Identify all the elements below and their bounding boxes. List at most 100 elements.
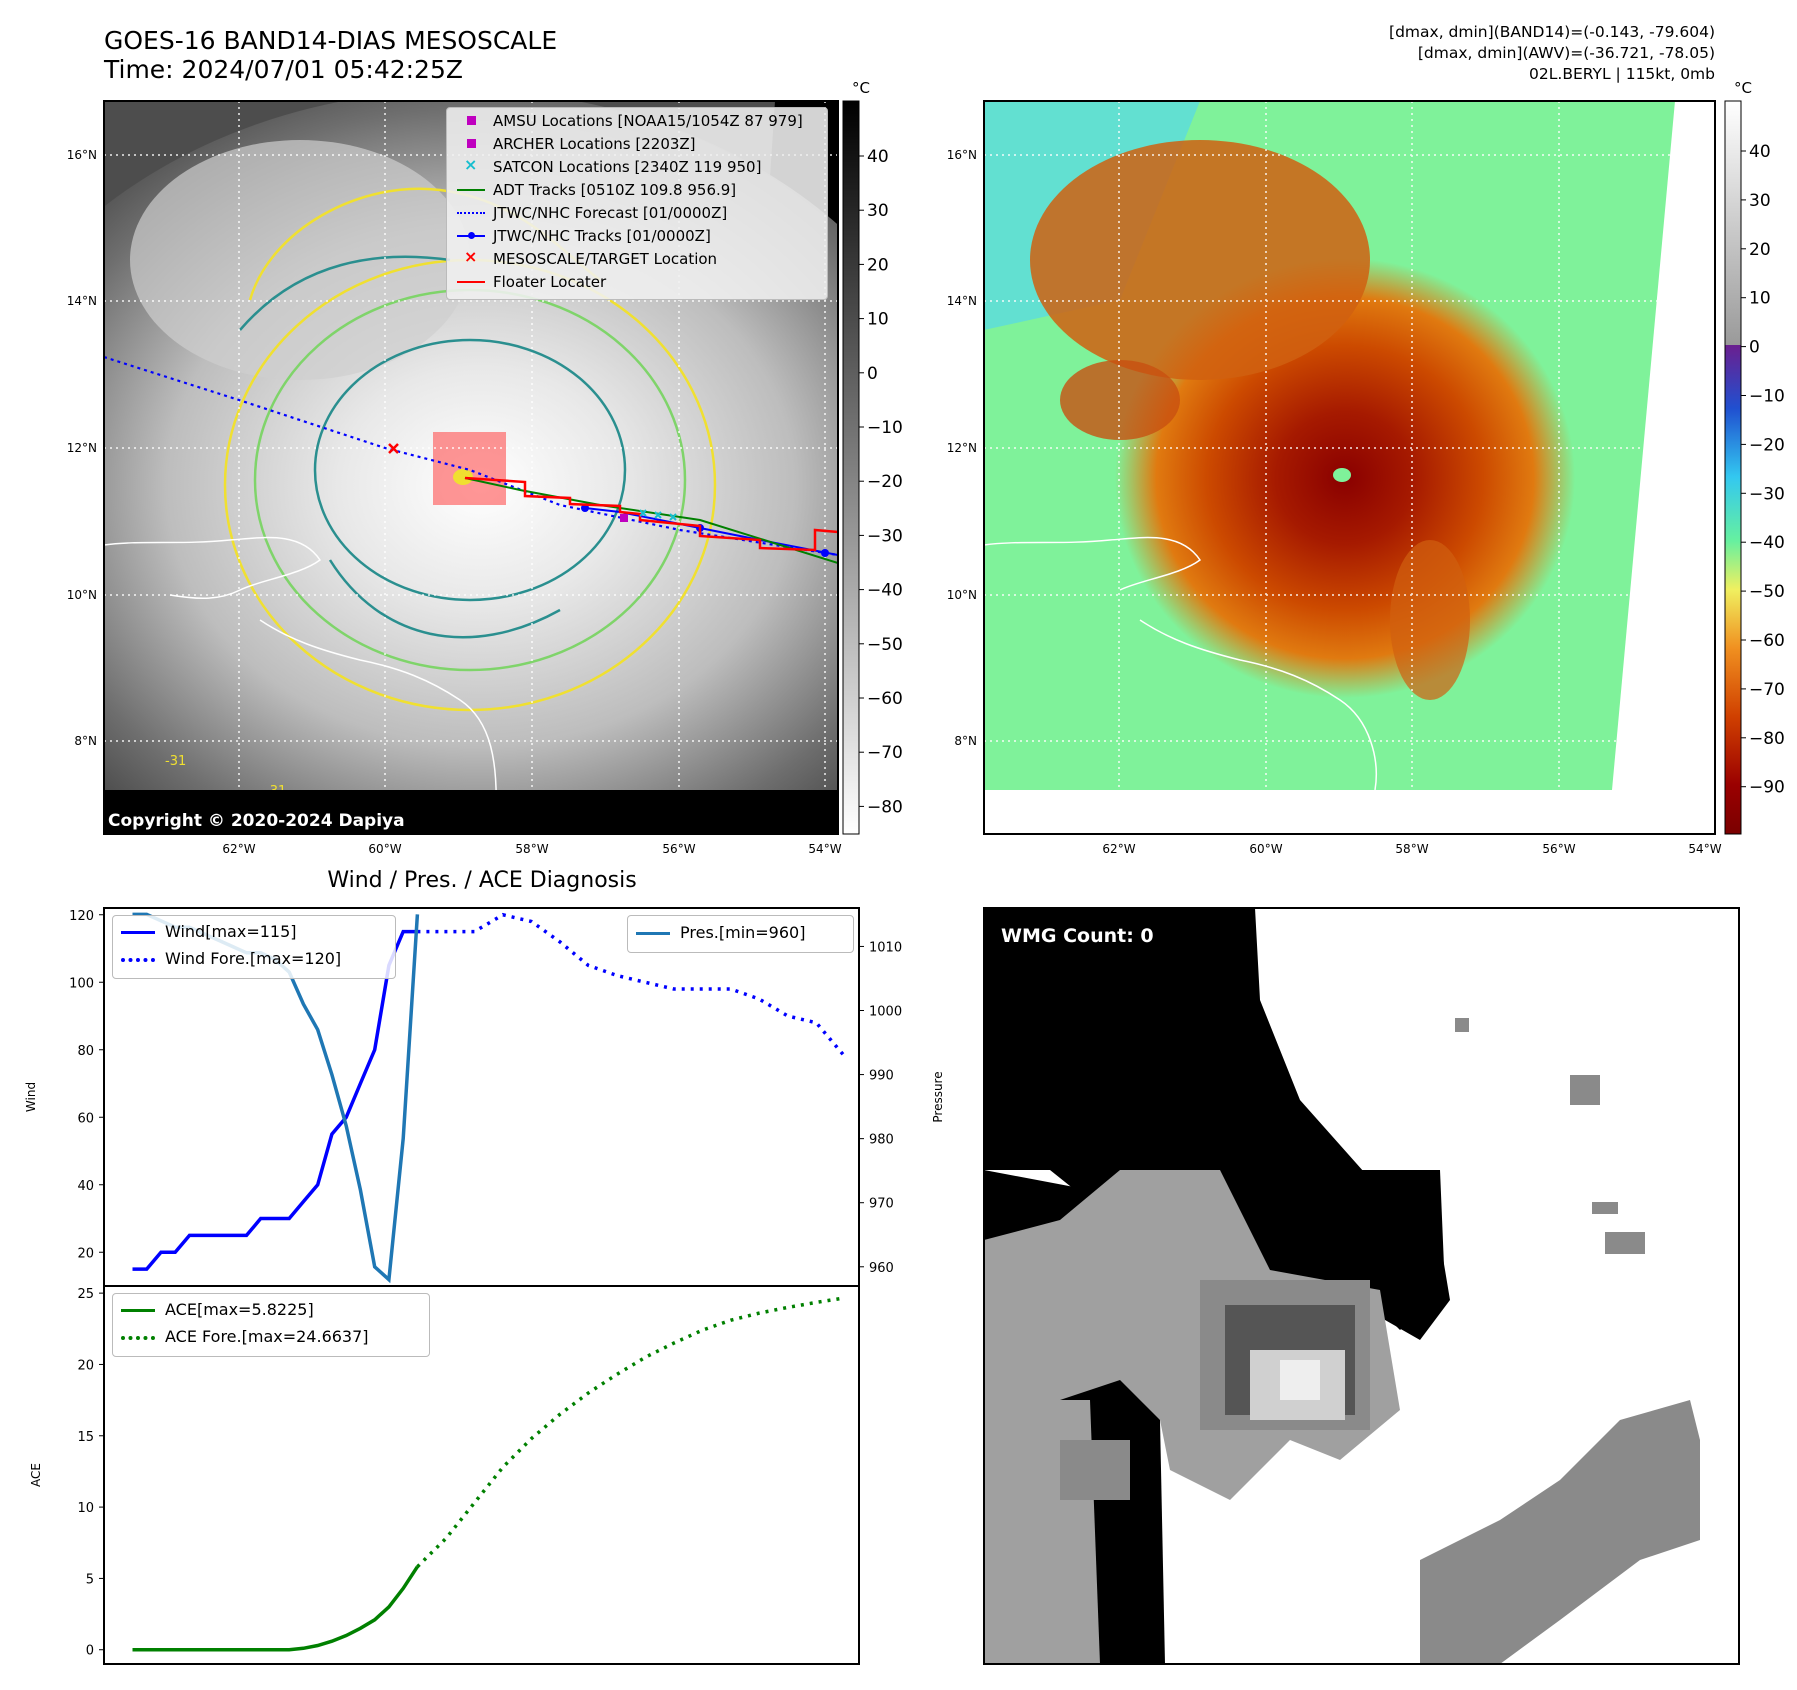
ace-axis-label: ACE (29, 1463, 43, 1487)
color-colorbar-ticks: 40 30 20 10 0 −10 −20 −30 −40 −50 −60 −70 −80 −90 (1741, 142, 1785, 798)
wmg-frame (983, 907, 1740, 1665)
wind-tick: 40 (77, 1179, 94, 1194)
wind-legend: Wind[max=115] Wind Fore.[max=120] (112, 915, 396, 979)
storm-eye-color (1333, 468, 1351, 482)
map-legend-label: ADT Tracks [0510Z 109.8 956.9] (493, 181, 737, 199)
color-colorbar-tick: −70 (1749, 680, 1785, 700)
color-colorbar-frame (1724, 100, 1742, 835)
lon-tick: 54°W (808, 842, 841, 856)
map-legend-swatch: × (464, 247, 478, 266)
pressure-tick: 1010 (869, 940, 902, 955)
gray-colorbar-tick: −80 (867, 797, 903, 817)
ace-ticks: 25 20 15 10 5 0 (77, 1287, 104, 1659)
diagnosis-panel: Wind / Pres. / ACE Diagnosis Wind Pressu… (24, 868, 945, 1665)
contour-north-inner (239, 255, 451, 331)
map-legend-swatch: × (464, 155, 478, 174)
stats-line-2: [dmax, dmin](AWV)=(-36.721, -78.05) (1417, 44, 1715, 62)
ace-tick: 20 (77, 1358, 94, 1373)
wind-tick: 80 (77, 1044, 94, 1059)
pressure-legend-label: Pres.[min=960] (680, 923, 806, 942)
mesoscale-box (433, 432, 506, 505)
lon-tick: 60°W (368, 842, 401, 856)
map-legend-swatch (457, 273, 485, 291)
wind-series (132, 912, 847, 1271)
lon-tick: 56°W (1542, 842, 1575, 856)
color-colorbar-tick: −30 (1749, 484, 1785, 504)
target-marker (388, 443, 399, 454)
pressure-tick: 980 (869, 1133, 894, 1148)
ace-legend-swatch-solid (121, 1301, 155, 1319)
ace-legend-label: ACE[max=5.8225] (165, 1300, 314, 1319)
wmg-gray-patch (1570, 1075, 1600, 1105)
map2-axis-labels: 62°W 60°W 58°W 56°W 54°W 16°N 14°N 12°N … (947, 148, 1722, 856)
map-legend-item: JTWC/NHC Tracks [01/0000Z] (457, 227, 711, 245)
wind-tick: 120 (69, 909, 94, 924)
wind-forecast-legend-label: Wind Fore.[max=120] (165, 949, 342, 968)
gray-colorbar-tick: −40 (867, 581, 903, 601)
ace-tick: 5 (86, 1572, 94, 1587)
lat-tick: 8°N (74, 734, 97, 748)
lon-tick: 60°W (1249, 842, 1282, 856)
series-line (132, 929, 418, 1271)
ace-axes (103, 1285, 860, 1665)
wind-legend-label: Wind[max=115] (165, 922, 297, 941)
contour-inner (313, 338, 627, 602)
contour-label: -31 (165, 754, 186, 769)
wind-tick: 100 (69, 976, 94, 991)
gray-colorbar: °C 40 30 20 10 0 −10 −20 −30 −40 −50 −60 −70 −80 (842, 79, 903, 835)
wind-axis-label: Wind (24, 1082, 38, 1112)
wind-legend-swatch-solid (121, 923, 155, 941)
gray-colorbar-tick: −50 (867, 635, 903, 655)
pressure-tick: 970 (869, 1197, 894, 1212)
ace-legend: ACE[max=5.8225] ACE Fore.[max=24.6637] (112, 1293, 430, 1357)
gray-colorbar-ticks: 40 30 20 10 0 −10 −20 −30 −40 −50 −60 −70 −80 (859, 147, 903, 817)
wmg-eye-core (1280, 1360, 1320, 1400)
southern-band-color (1390, 540, 1470, 700)
series-line (416, 1296, 846, 1568)
jtwc-point (821, 549, 829, 557)
stats-line-3: 02L.BERYL | 115kt, 0mb (1529, 65, 1715, 83)
map-legend-item: JTWC/NHC Forecast [01/0000Z] (457, 204, 727, 222)
series-line (132, 1565, 419, 1652)
floater-track (464, 476, 838, 552)
color-colorbar-tick: −20 (1749, 435, 1785, 455)
map-legend-item: ARCHER Locations [2203Z] (457, 135, 696, 153)
map-frame (103, 100, 839, 835)
ace-series (132, 1296, 846, 1652)
copyright-band (104, 790, 838, 834)
pressure-tick: 990 (869, 1069, 894, 1084)
pressure-legend-swatch (636, 924, 670, 942)
coastline-2 (984, 536, 1202, 591)
map-legend-label: JTWC/NHC Tracks [01/0000Z] (493, 227, 711, 245)
stats-line-1: [dmax, dmin](BAND14)=(-0.143, -79.604) (1389, 23, 1715, 41)
color-colorbar-tick: −40 (1749, 533, 1785, 553)
gray-colorbar-unit: °C (852, 79, 870, 97)
map-legend: AMSU Locations [NOAA15/1054Z 87 979] ARCH… (446, 107, 828, 300)
gray-colorbar-tick: −30 (867, 526, 903, 546)
coastline (104, 536, 322, 600)
gray-colorbar-tick: 0 (867, 364, 878, 384)
lat-tick: 14°N (947, 294, 977, 308)
color-colorbar-bottom (1725, 345, 1741, 834)
ace-forecast-legend-label: ACE Fore.[max=24.6637] (165, 1327, 369, 1346)
gray-colorbar-tick: 30 (867, 201, 889, 221)
ace-tick: 0 (86, 1644, 94, 1659)
ace-legend-swatch-dotted (121, 1328, 155, 1346)
wmg-gray-east (1420, 1400, 1700, 1664)
color-colorbar-tick: 40 (1749, 142, 1771, 162)
jtwc-point (581, 504, 589, 512)
map-legend-label: MESOSCALE/TARGET Location (493, 250, 718, 268)
color-colorbar-tick: 10 (1749, 289, 1771, 309)
lat-tick: 8°N (954, 734, 977, 748)
map2-gridlines (984, 101, 1715, 834)
wmg-panel: WMG Count: 0 (983, 907, 1740, 1665)
map-legend-swatch (457, 204, 485, 222)
wind-ticks: 120 100 80 60 40 20 (69, 909, 104, 1261)
lat-tick: 16°N (67, 148, 97, 162)
coastline-2-south (1139, 619, 1377, 791)
ace-tick: 25 (77, 1287, 94, 1302)
color-colorbar: °C 40 30 20 10 0 −10 −20 −30 −40 −50 −60 −70 −80 −90 (1724, 79, 1785, 835)
lat-tick: 12°N (67, 441, 97, 455)
lon-tick: 62°W (1102, 842, 1135, 856)
